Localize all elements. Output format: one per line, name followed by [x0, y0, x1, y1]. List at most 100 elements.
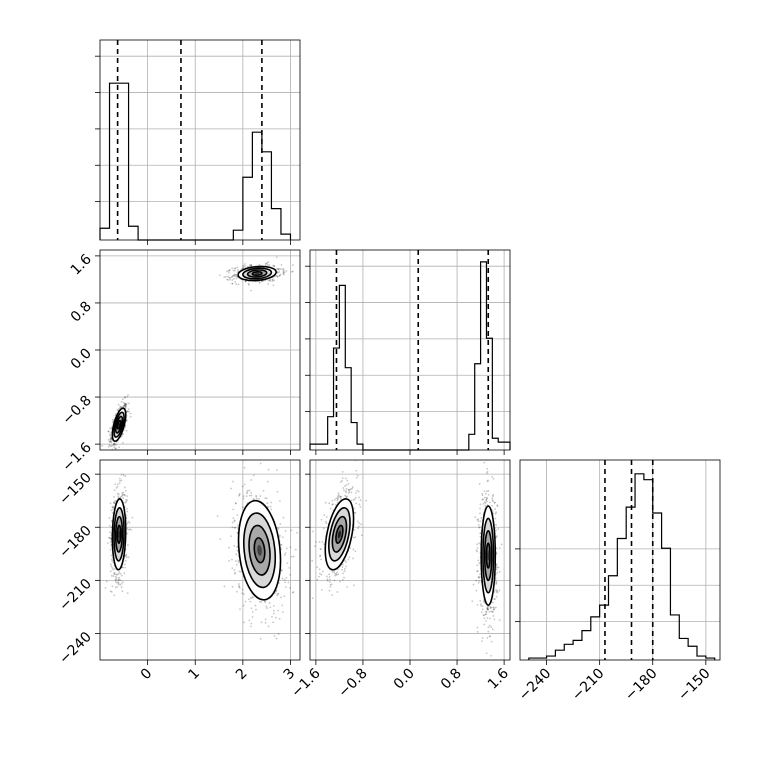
- scatter-point: [237, 268, 239, 271]
- scatter-point: [234, 526, 237, 529]
- scatter-point: [494, 501, 497, 504]
- scatter-point: [343, 489, 345, 492]
- scatter-point: [492, 495, 494, 497]
- scatter-point: [487, 626, 490, 629]
- scatter-point: [277, 528, 280, 530]
- scatter-point: [277, 268, 280, 271]
- scatter-point: [342, 572, 345, 575]
- scatter-point: [126, 410, 129, 413]
- scatter-point: [131, 516, 134, 519]
- scatter-point: [244, 280, 247, 283]
- scatter-point: [125, 419, 128, 422]
- scatter-point: [493, 618, 496, 621]
- scatter-point: [237, 584, 240, 587]
- scatter-point: [355, 476, 358, 479]
- scatter-point: [477, 582, 480, 584]
- scatter-point: [231, 267, 234, 270]
- scatter-point: [496, 504, 499, 507]
- scatter-point: [265, 262, 267, 265]
- scatter-point: [120, 400, 123, 403]
- scatter-point: [107, 439, 110, 441]
- scatter-point: [117, 581, 120, 584]
- scatter-point: [237, 561, 240, 564]
- scatter-point: [278, 500, 281, 502]
- scatter-point: [278, 271, 281, 273]
- scatter-point: [271, 615, 273, 618]
- scatter-point: [107, 430, 110, 433]
- scatter-point: [348, 556, 351, 559]
- scatter-point: [264, 263, 267, 266]
- scatter-point: [283, 595, 286, 598]
- scatter-point: [282, 267, 285, 270]
- scatter-point: [319, 548, 322, 550]
- scatter-point: [493, 598, 496, 600]
- scatter-point: [318, 568, 321, 571]
- scatter-point: [273, 265, 275, 267]
- scatter-point: [122, 493, 125, 496]
- scatter-point: [476, 547, 479, 550]
- scatter-point: [252, 498, 255, 501]
- scatter-point: [284, 552, 287, 554]
- scatter-point: [243, 263, 246, 265]
- scatter-point: [234, 502, 237, 505]
- scatter-point: [116, 485, 119, 488]
- scatter-point: [489, 635, 491, 637]
- scatter-point: [113, 568, 116, 570]
- scatter-point: [255, 497, 258, 500]
- scatter-point: [251, 596, 254, 599]
- scatter-point: [117, 408, 120, 410]
- scatter-point: [360, 523, 362, 526]
- scatter-point: [350, 491, 353, 494]
- scatter-point: [232, 274, 234, 277]
- scatter-point: [331, 594, 334, 596]
- scatter-point: [116, 586, 119, 588]
- scatter-point: [119, 406, 122, 409]
- scatter-point: [341, 471, 344, 473]
- scatter-point: [339, 580, 341, 583]
- scatter-point: [273, 635, 276, 637]
- scatter-point: [127, 394, 129, 396]
- scatter-point: [356, 474, 359, 477]
- scatter-point: [114, 414, 117, 417]
- scatter-point: [276, 527, 279, 529]
- scatter-point: [233, 275, 235, 277]
- scatter-point: [490, 626, 493, 628]
- scatter-point: [492, 500, 494, 503]
- scatter-point: [123, 396, 126, 398]
- scatter-point: [118, 482, 121, 484]
- grid: [100, 55, 300, 203]
- scatter-point: [126, 507, 128, 510]
- scatter-point: [341, 568, 343, 571]
- scatter-point: [112, 508, 115, 511]
- scatter-point: [335, 573, 338, 576]
- x-tick-label: −180: [622, 666, 661, 705]
- scatter-point: [255, 608, 257, 611]
- scatter-point: [275, 590, 277, 593]
- scatter-point: [110, 509, 113, 512]
- scatter-point: [343, 485, 346, 487]
- scatter-point: [491, 475, 494, 478]
- scatter-point: [243, 264, 246, 267]
- scatter-point: [280, 569, 283, 572]
- scatter-point: [495, 580, 498, 583]
- scatter-point: [246, 492, 248, 495]
- scatter-point: [114, 586, 117, 589]
- scatter-point: [477, 520, 480, 523]
- scatter-point: [238, 586, 241, 589]
- grid: [147, 40, 291, 240]
- density-content: [311, 460, 503, 657]
- scatter-point: [113, 594, 116, 597]
- density-panel-1: 0 1 2 3 −240 −210 −180 −150: [56, 459, 301, 683]
- scatter-point: [107, 445, 110, 448]
- scatter-point: [497, 566, 500, 569]
- scatter-point: [125, 514, 128, 517]
- scatter-point: [500, 543, 503, 546]
- scatter-point: [232, 517, 235, 520]
- scatter-point: [280, 569, 283, 572]
- y-tick-label: −240: [56, 629, 95, 668]
- scatter-point: [340, 496, 342, 498]
- scatter-point: [479, 507, 481, 510]
- scatter-point: [234, 267, 237, 269]
- scatter-point: [481, 494, 484, 497]
- scatter-point: [483, 461, 486, 464]
